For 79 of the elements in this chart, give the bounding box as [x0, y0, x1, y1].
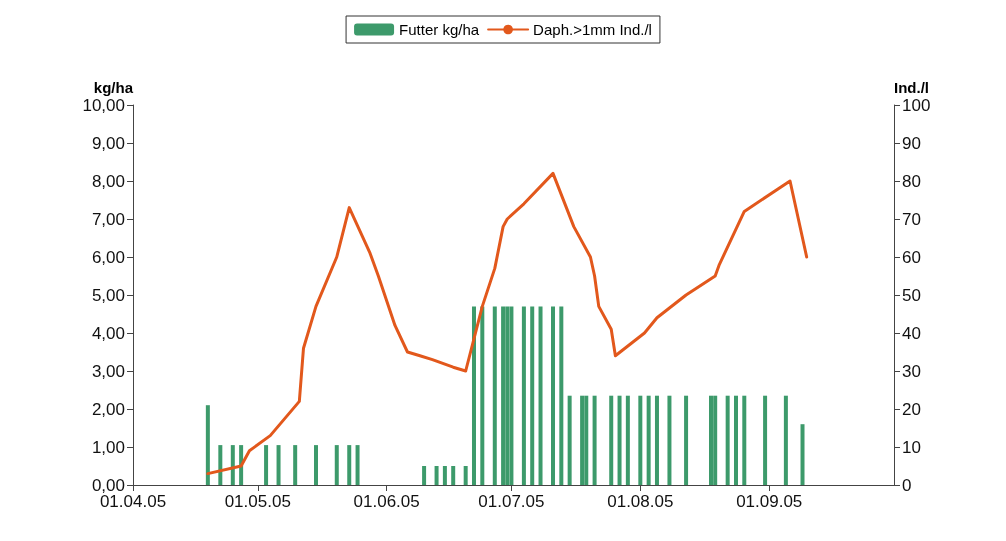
bar [293, 445, 298, 485]
y-tick-label: 4,00 [91, 323, 125, 343]
bar [313, 445, 318, 485]
y-tick-label: 5,00 [91, 285, 125, 305]
bar [609, 395, 614, 485]
y-tick-label: 1,00 [91, 437, 125, 457]
bar [422, 466, 427, 485]
bar [355, 445, 360, 485]
y2-tick-label: 20 [902, 399, 921, 419]
x-tick-label: 01.07.05 [478, 492, 545, 511]
bar [684, 395, 689, 485]
bar [276, 445, 281, 485]
bar [783, 395, 788, 485]
legend-label: Futter kg/ha [399, 21, 480, 38]
bar [638, 395, 643, 485]
bar [480, 306, 485, 485]
y-tick-label: 2,00 [91, 399, 125, 419]
bar [334, 445, 339, 485]
bar [218, 445, 223, 485]
x-tick-label: 01.06.05 [353, 492, 420, 511]
bar [463, 466, 468, 485]
bar [646, 395, 651, 485]
x-tick-label: 01.05.05 [224, 492, 291, 511]
bar [580, 395, 585, 485]
bar [713, 395, 718, 485]
bar [725, 395, 730, 485]
y-tick-label: 0,00 [91, 475, 125, 495]
bar [471, 306, 476, 485]
bar [264, 445, 269, 485]
bar [492, 306, 497, 485]
bar [625, 395, 630, 485]
bar [742, 395, 747, 485]
y2-tick-label: 10 [902, 437, 921, 457]
bar [434, 466, 439, 485]
bar [205, 405, 210, 485]
bar [667, 395, 672, 485]
x-tick-label: 01.09.05 [736, 492, 803, 511]
y-tick-label: 3,00 [91, 361, 125, 381]
bar [592, 395, 597, 485]
y-tick-label: 8,00 [91, 171, 125, 191]
x-tick-label: 01.04.05 [99, 492, 167, 511]
bar [347, 445, 352, 485]
bar [509, 306, 514, 485]
y2-tick-label: 100 [902, 95, 931, 115]
bar [442, 466, 447, 485]
bar [800, 424, 805, 485]
y2-tick-label: 70 [902, 209, 921, 229]
bar [559, 306, 564, 485]
legend-label: Daph.>1mm Ind./l [533, 21, 652, 38]
y2-tick-label: 60 [902, 247, 921, 267]
y2-axis-title: Ind./l [894, 79, 929, 96]
y-axis-title: kg/ha [93, 79, 134, 96]
bar [617, 395, 622, 485]
y-tick-label: 10,00 [82, 95, 125, 115]
y2-tick-label: 80 [902, 171, 921, 191]
bar [733, 395, 738, 485]
bar [654, 395, 659, 485]
line-series [206, 171, 809, 476]
y-tick-label: 9,00 [91, 133, 125, 153]
bar [501, 306, 506, 485]
bar [763, 395, 768, 485]
x-tick-label: 01.08.05 [607, 492, 674, 511]
y2-tick-label: 30 [902, 361, 921, 381]
bar [567, 395, 572, 485]
y2-tick-label: 90 [902, 133, 921, 153]
y2-tick-label: 40 [902, 323, 921, 343]
bar [538, 306, 543, 485]
y2-tick-label: 0 [902, 475, 912, 495]
bar [451, 466, 456, 485]
bar [505, 306, 510, 485]
y-tick-label: 7,00 [91, 209, 125, 229]
bar [230, 445, 235, 485]
y-tick-label: 6,00 [91, 247, 125, 267]
y2-tick-label: 50 [902, 285, 921, 305]
bar [521, 306, 526, 485]
bar [530, 306, 535, 485]
bar [584, 395, 589, 485]
bar [709, 395, 714, 485]
bar [551, 306, 556, 485]
